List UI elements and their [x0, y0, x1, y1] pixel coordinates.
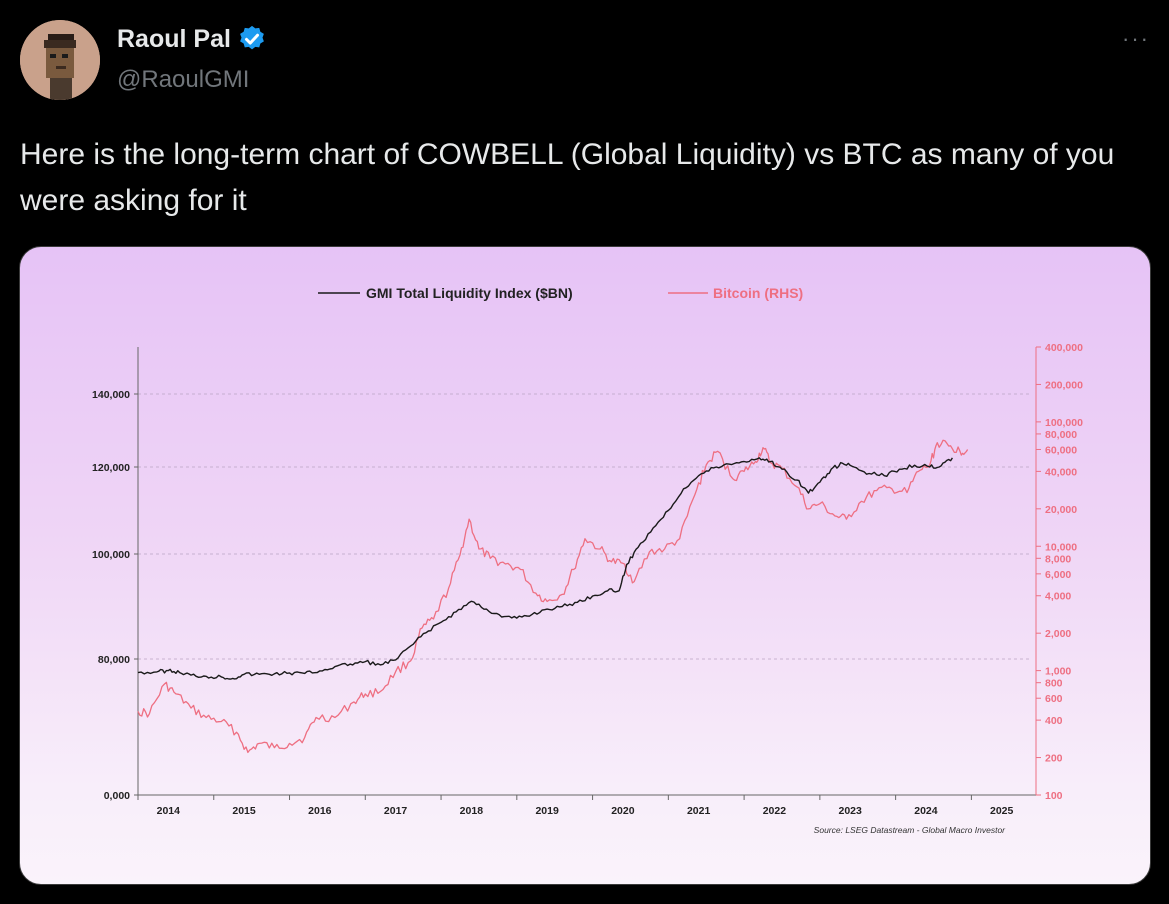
left-tick-label: 100,000: [92, 549, 130, 561]
tweet-text: Here is the long-term chart of COWBELL (…: [20, 138, 1115, 217]
right-tick-label: 6,000: [1045, 569, 1071, 581]
x-tick-label: 2020: [611, 805, 635, 817]
right-tick-label: 200,000: [1045, 379, 1083, 391]
liquidity-vs-btc-chart: GMI Total Liquidity Index ($BN) Bitcoin …: [92, 285, 1083, 835]
right-tick-label: 400,000: [1045, 342, 1083, 354]
x-tick-label: 2021: [687, 805, 711, 817]
right-tick-label: 8,000: [1045, 553, 1071, 565]
right-tick-label: 200: [1045, 753, 1063, 765]
right-tick-label: 4,000: [1045, 591, 1071, 603]
left-tick-label: 80,000: [98, 654, 130, 666]
right-tick-label: 40,000: [1045, 466, 1077, 478]
chart-source-note: Source: LSEG Datastream - Global Macro I…: [814, 825, 1006, 835]
legend-btc-label: Bitcoin (RHS): [713, 285, 803, 301]
right-tick-label: 60,000: [1045, 444, 1077, 456]
chart-legend: GMI Total Liquidity Index ($BN) Bitcoin …: [318, 285, 803, 301]
right-tick-label: 400: [1045, 715, 1063, 727]
left-tick-label: 120,000: [92, 462, 130, 474]
right-tick-label: 100,000: [1045, 417, 1083, 429]
tweet-header: Raoul Pal @RaoulGMI ···: [20, 18, 1150, 108]
user-handle[interactable]: @RaoulGMI: [117, 66, 250, 93]
x-tick-label: 2022: [763, 805, 787, 817]
right-tick-label: 1,000: [1045, 666, 1071, 678]
x-tick-label: 2016: [308, 805, 332, 817]
more-options-icon[interactable]: ···: [1122, 26, 1150, 51]
x-tick-label: 2024: [914, 805, 938, 817]
x-tick-label: 2014: [157, 805, 181, 817]
tweet-media-chart[interactable]: GMI Total Liquidity Index ($BN) Bitcoin …: [19, 246, 1151, 885]
avatar-pixel-art-icon: [20, 20, 100, 100]
right-tick-label: 600: [1045, 693, 1063, 705]
x-tick-label: 2019: [535, 805, 559, 817]
legend-gmi-label: GMI Total Liquidity Index ($BN): [366, 285, 573, 301]
verified-badge-icon: [240, 25, 264, 50]
left-tick-label: 0,000: [104, 790, 130, 802]
avatar[interactable]: [20, 20, 100, 100]
right-tick-label: 20,000: [1045, 504, 1077, 516]
x-tick-label: 2017: [384, 805, 408, 817]
x-tick-label: 2018: [460, 805, 484, 817]
x-tick-label: 2023: [838, 805, 862, 817]
right-tick-label: 10,000: [1045, 541, 1077, 553]
x-tick-label: 2025: [990, 805, 1014, 817]
right-tick-label: 100: [1045, 790, 1063, 802]
x-tick-label: 2015: [232, 805, 256, 817]
right-tick-label: 800: [1045, 678, 1063, 690]
bitcoin-line: [137, 439, 969, 754]
gmi-liquidity-line: [137, 457, 953, 680]
left-tick-label: 140,000: [92, 389, 130, 401]
right-tick-label: 2,000: [1045, 628, 1071, 640]
right-tick-label: 80,000: [1045, 429, 1077, 441]
display-name[interactable]: Raoul Pal: [117, 24, 231, 53]
